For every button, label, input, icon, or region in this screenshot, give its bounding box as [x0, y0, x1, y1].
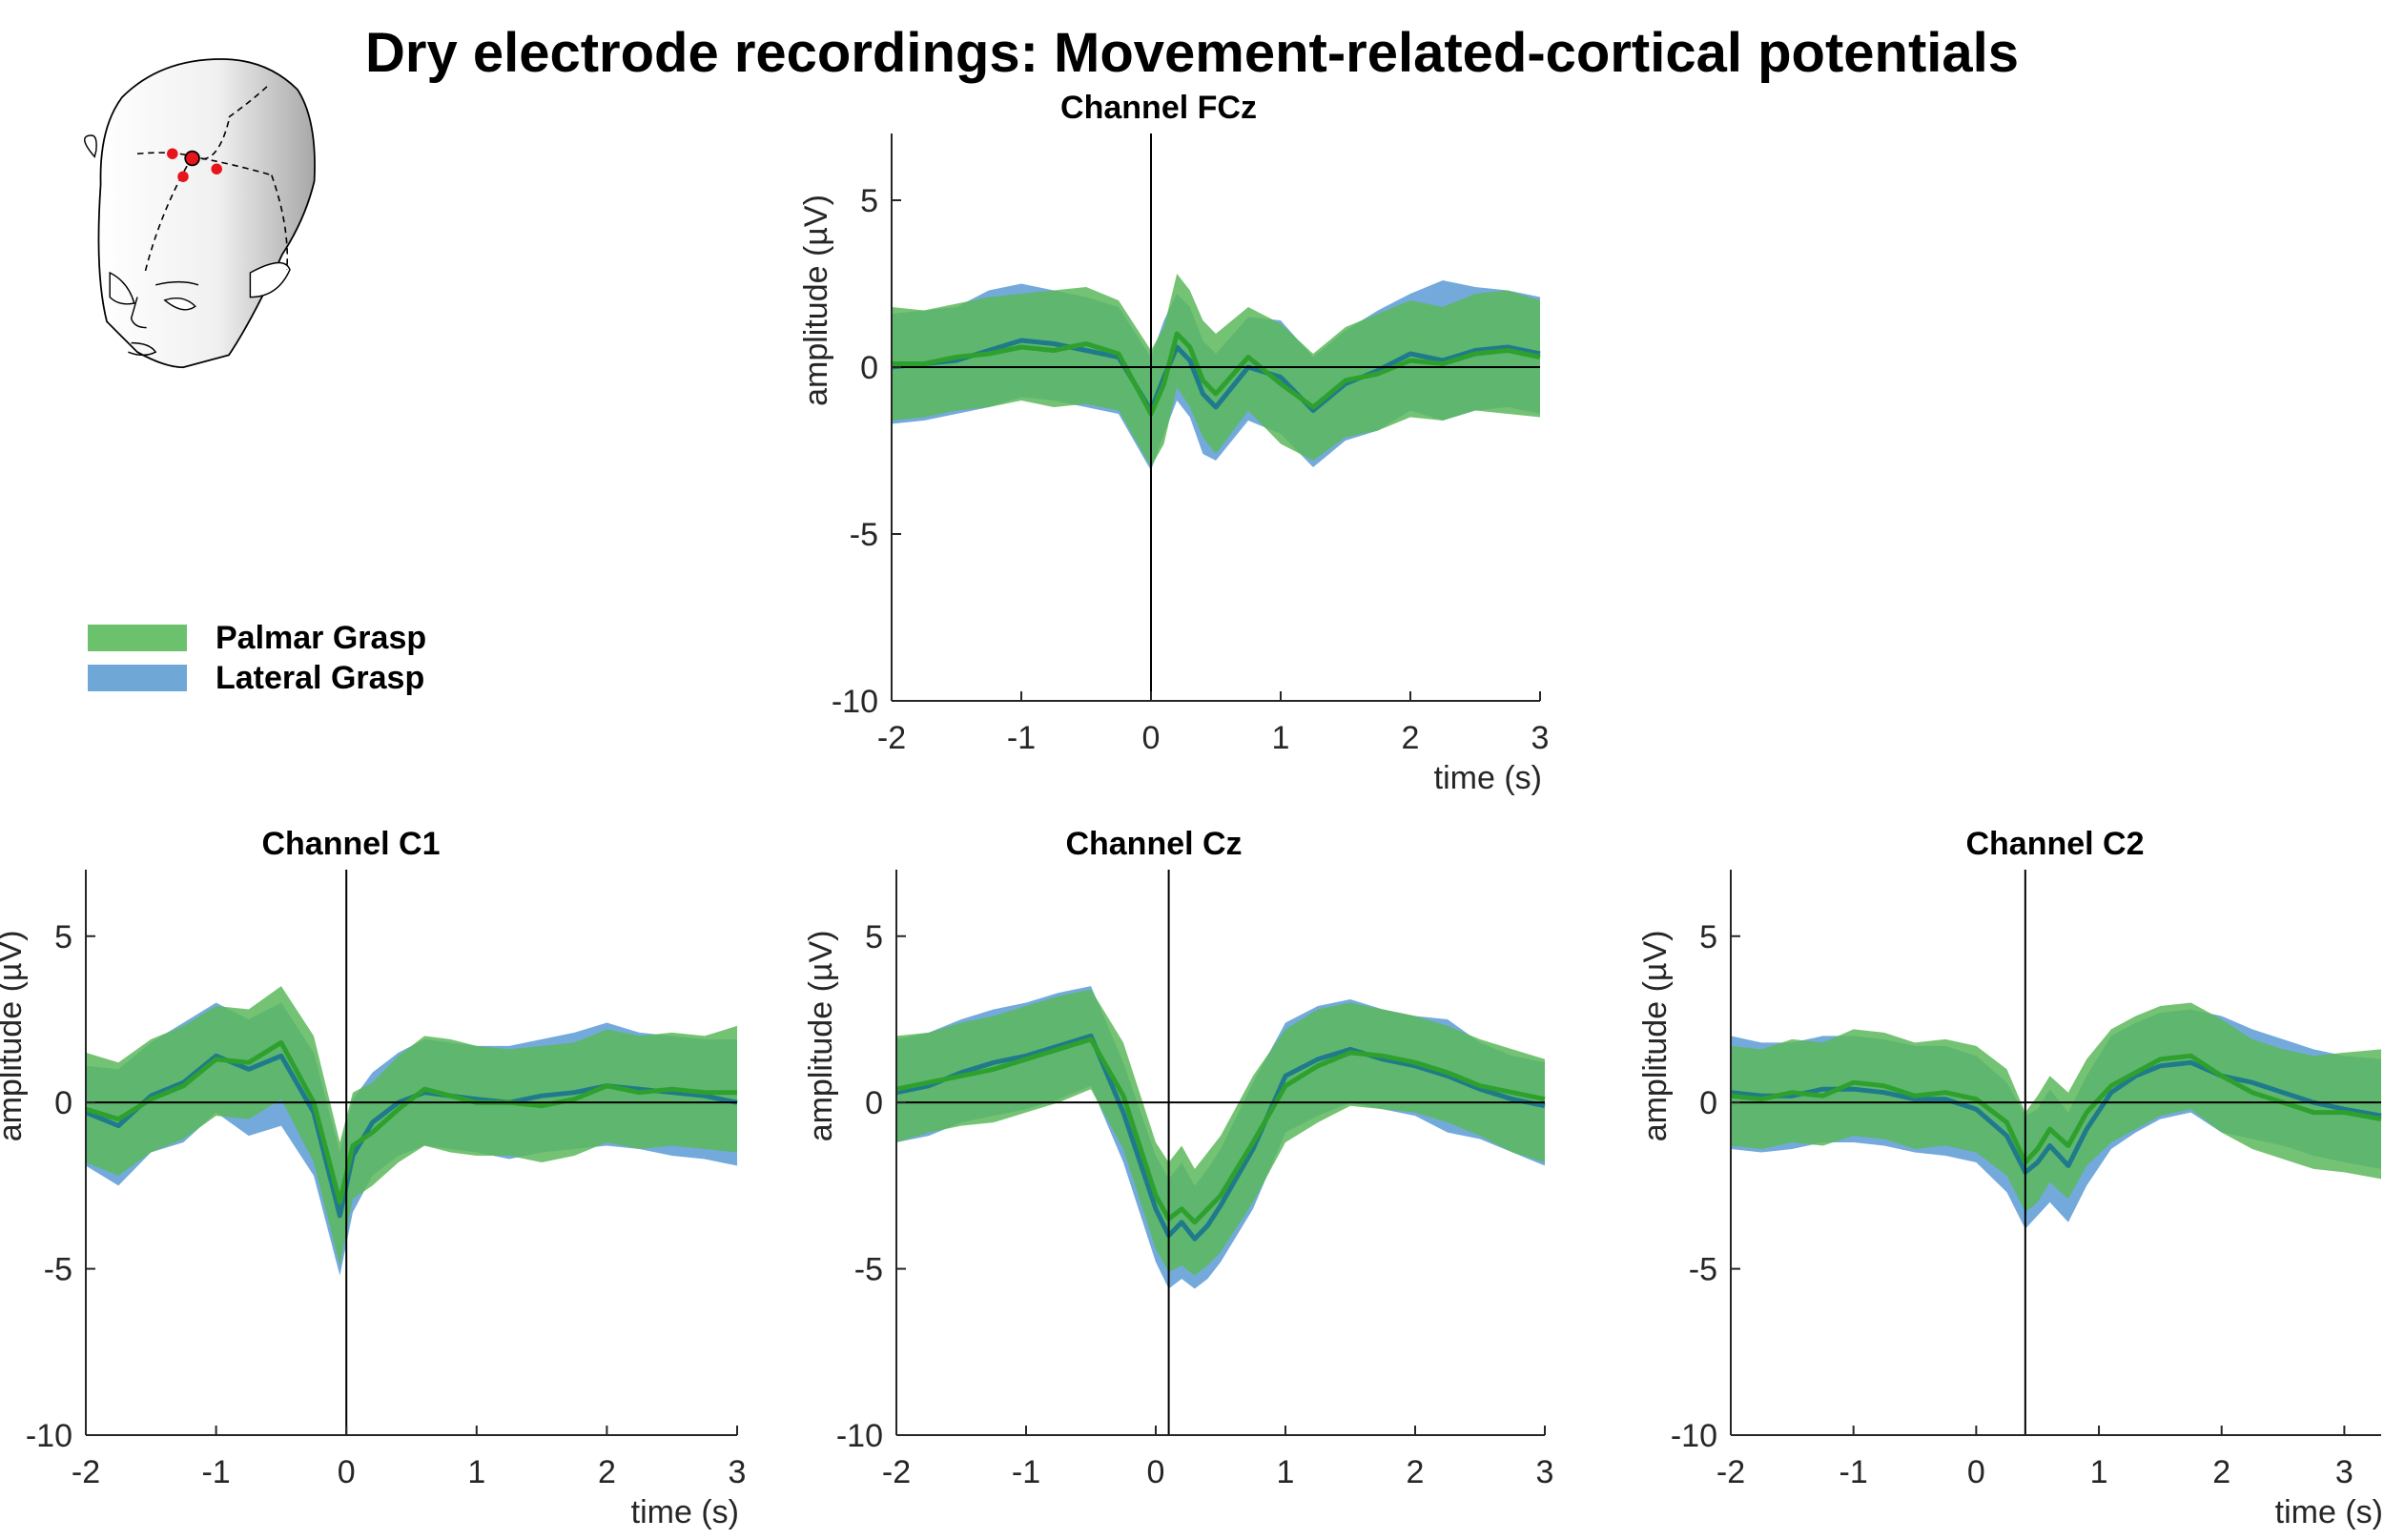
mean-line-lateral	[891, 338, 1541, 413]
chart-title: Channel Cz	[1065, 826, 1242, 862]
legend-label-lateral: Lateral Grasp	[216, 659, 425, 696]
x-tick-label: 2	[1407, 1454, 1425, 1490]
y-tick-label: -10	[1671, 1418, 1717, 1454]
x-tick-label: -1	[1839, 1454, 1868, 1490]
mean-line-lateral	[1730, 1059, 2382, 1175]
legend-label-palmar: Palmar Grasp	[216, 619, 427, 656]
chart-title: Channel C1	[261, 826, 440, 862]
y-tick-label: 0	[54, 1085, 72, 1121]
y-tick-label: 0	[865, 1085, 883, 1121]
x-tick-label: -1	[1007, 720, 1036, 756]
x-tick-label: 3	[1536, 1454, 1554, 1490]
y-axis-label: amplitude (µV)	[798, 195, 834, 406]
x-tick-label: 0	[1147, 1454, 1165, 1490]
legend-item-lateral: Lateral Grasp	[88, 658, 426, 698]
x-tick-label: -2	[882, 1454, 911, 1490]
y-axis-label: amplitude (µV)	[803, 931, 839, 1142]
x-tick-label: 3	[729, 1454, 747, 1490]
y-tick-label: -10	[832, 684, 878, 720]
chart-title: Channel C2	[1965, 826, 2144, 862]
x-tick-label: 1	[1277, 1454, 1295, 1490]
mean-line-palmar	[85, 1039, 737, 1205]
mean-line-palmar	[895, 1037, 1546, 1225]
x-tick-label: -2	[72, 1454, 100, 1490]
legend-item-palmar: Palmar Grasp	[88, 618, 426, 658]
x-tick-label: 1	[467, 1454, 485, 1490]
x-axis-label: time (s)	[1434, 760, 1542, 796]
x-tick-label: 3	[1531, 720, 1550, 756]
y-tick-label: 0	[860, 350, 878, 386]
legend: Palmar Grasp Lateral Grasp	[88, 618, 426, 698]
figure-title: Dry electrode recordings: Movement-relat…	[365, 22, 2019, 84]
x-tick-label: 0	[1142, 720, 1161, 756]
y-axis-label: amplitude (µV)	[1637, 931, 1674, 1142]
x-tick-label: 0	[338, 1454, 356, 1490]
legend-swatch-palmar	[88, 625, 187, 651]
mean-line-palmar	[1730, 1053, 2382, 1165]
x-tick-label: -2	[877, 720, 906, 756]
x-tick-label: -1	[201, 1454, 230, 1490]
y-tick-label: 0	[1699, 1085, 1717, 1121]
y-tick-label: 5	[1699, 919, 1717, 955]
band-palmar	[86, 986, 737, 1266]
y-tick-label: -5	[850, 517, 878, 553]
x-tick-label: 2	[598, 1454, 616, 1490]
y-axis-label: amplitude (µV)	[0, 931, 29, 1142]
y-tick-label: 5	[860, 183, 878, 219]
x-tick-label: 3	[2335, 1454, 2353, 1490]
x-tick-label: 0	[1967, 1454, 1985, 1490]
y-tick-label: -10	[26, 1418, 72, 1454]
y-tick-label: -10	[836, 1418, 883, 1454]
x-tick-label: -2	[1716, 1454, 1745, 1490]
x-tick-label: 1	[1272, 720, 1290, 756]
y-tick-label: 5	[54, 919, 72, 955]
legend-swatch-lateral	[88, 665, 187, 691]
band-palmar	[1731, 1002, 2381, 1213]
head-illustration-icon	[84, 58, 316, 369]
mean-line-lateral	[895, 1033, 1546, 1242]
chart-title: Channel FCz	[1060, 90, 1257, 126]
mean-line-palmar	[892, 331, 1541, 417]
x-axis-label: time (s)	[631, 1494, 739, 1530]
x-tick-label: 1	[2090, 1454, 2108, 1490]
x-tick-label: 2	[1402, 720, 1420, 756]
band-palmar	[892, 274, 1540, 467]
y-tick-label: 5	[865, 919, 883, 955]
y-tick-label: -5	[854, 1252, 883, 1288]
x-tick-label: 2	[2212, 1454, 2230, 1490]
x-axis-label: time (s)	[2275, 1494, 2383, 1530]
y-tick-label: -5	[1689, 1252, 1717, 1288]
x-tick-label: -1	[1012, 1454, 1040, 1490]
y-tick-label: -5	[44, 1252, 72, 1288]
